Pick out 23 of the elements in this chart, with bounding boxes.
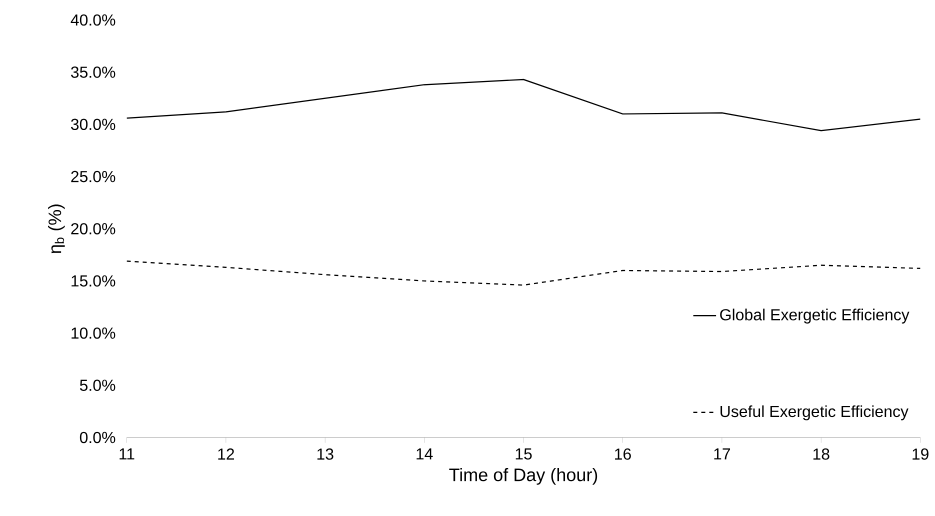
y-tick-label: 35.0% <box>71 66 116 78</box>
x-tick-label: 12 <box>218 448 234 460</box>
y-tick-label: 10.0% <box>72 327 116 339</box>
y-axis-title: η$_{b}$ (%) <box>48 204 65 254</box>
y-tick-label: 0.0% <box>80 432 116 444</box>
y-tick-label: 20.0% <box>71 223 116 234</box>
x-tick-label: 14 <box>416 448 433 460</box>
x-tick-label: 18 <box>813 448 830 460</box>
x-tick-label: 16 <box>615 448 631 460</box>
y-tick-label: 40.0% <box>70 14 116 26</box>
x-tick-label: 17 <box>714 448 730 460</box>
x-tick-label: 11 <box>120 448 134 460</box>
x-axis-title: Time of Day (hour) <box>449 468 598 485</box>
y-tick-label: 5.0% <box>80 380 116 391</box>
legend-label: Global Exergetic Efficiency <box>720 308 910 324</box>
y-tick-label: 25.0% <box>71 170 116 182</box>
y-tick-label: 15.0% <box>72 275 116 287</box>
line-series <box>126 260 920 286</box>
x-tick-label: 13 <box>317 448 334 460</box>
x-tick-label: 15 <box>516 448 532 460</box>
x-tick-label: 19 <box>912 448 928 460</box>
y-tick-label: 30.0% <box>71 118 116 130</box>
legend-label: Useful Exergetic Efficiency <box>720 405 908 420</box>
